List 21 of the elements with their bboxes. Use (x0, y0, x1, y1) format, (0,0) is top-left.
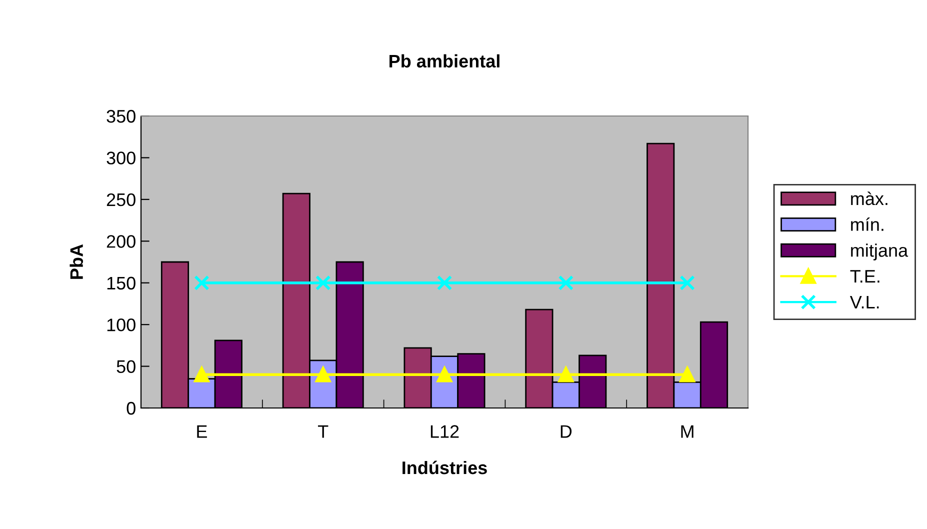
y-tick-label: 150 (107, 276, 136, 290)
x-tick-label: T (318, 425, 328, 438)
x-tick-label: D (560, 425, 572, 438)
x-tick-label: L12 (430, 425, 459, 438)
chart-title: Pb ambiental (390, 54, 500, 68)
y-tick-label: 250 (106, 193, 136, 206)
legend-label: mín. (851, 218, 884, 231)
x-tick-label: M (681, 425, 694, 438)
y-axis-title: PbA (70, 244, 84, 279)
x-axis-title: Indústries (402, 460, 487, 474)
legend-label: T.E. (850, 270, 880, 283)
y-tick-label: 200 (106, 235, 136, 248)
y-tick-label: 300 (106, 152, 136, 164)
legend-label: màx. (851, 192, 888, 206)
legend-label: mitjana (851, 244, 908, 260)
legend-label: V.L. (850, 296, 879, 308)
x-tick-label: E (197, 425, 207, 438)
y-tick-label: 350 (106, 110, 136, 123)
y-tick-label: 50 (116, 360, 136, 374)
y-tick-label: 100 (107, 318, 136, 332)
y-tick-label: 0 (126, 402, 136, 415)
